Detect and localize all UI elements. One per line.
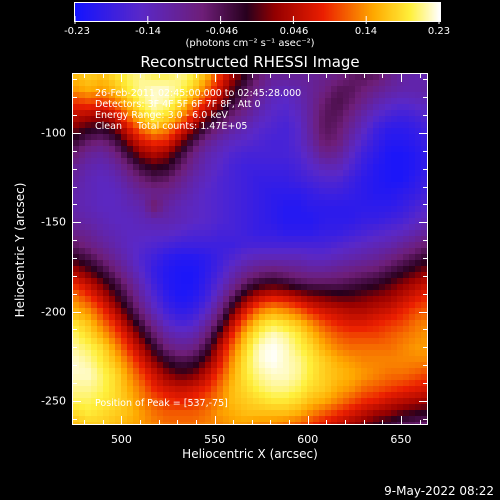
- annotation-block: 26-Feb-2011 02:45:00.000 to 02:45:28.000…: [95, 88, 301, 132]
- annotation-energy-range: Energy Range: 3.0 - 6.0 keV: [95, 110, 228, 121]
- plot-title: Reconstructed RHESSI Image: [140, 53, 360, 71]
- colorbar-units: (photons cm⁻² s⁻¹ asec⁻²): [185, 38, 315, 49]
- heatmap-image: [73, 74, 427, 424]
- colorbar-tick-label: -0.14: [135, 26, 161, 37]
- x-axis-label: Heliocentric X (arcsec): [182, 447, 318, 461]
- annotation-counts: Clean Total counts: 1.47E+05: [95, 121, 248, 132]
- annotation-detectors: Detectors: 3F 4F 5F 6F 7F 8F, Att 0: [95, 99, 261, 110]
- annotation-peak: Position of Peak = [537,-75]: [95, 398, 228, 409]
- x-tick-label: 550: [204, 433, 226, 446]
- y-tick-label: -100: [41, 126, 66, 140]
- colorbar-ticks: -0.23 -0.14 -0.046 0.046 0.14 0.23: [0, 26, 500, 38]
- y-tick-label: -250: [41, 394, 66, 408]
- date-stamp: 9-May-2022 08:22: [384, 484, 494, 498]
- plot-frame: [72, 73, 428, 425]
- colorbar-tick-label: -0.046: [205, 26, 239, 37]
- x-tick-label: 650: [390, 433, 412, 446]
- annotation-time-range: 26-Feb-2011 02:45:00.000 to 02:45:28.000: [95, 88, 302, 99]
- x-tick-label: 600: [297, 433, 319, 446]
- y-tick-label: -200: [41, 305, 66, 318]
- y-axis-label: Heliocentric Y (arcsec): [13, 182, 27, 318]
- y-tick-label: -150: [41, 215, 66, 229]
- colorbar-tick-label: -0.23: [64, 26, 90, 37]
- colorbar: [75, 3, 440, 21]
- colorbar-frame: [74, 2, 441, 24]
- colorbar-tick-label: 0.23: [427, 26, 451, 37]
- colorbar-tick-label: 0.046: [279, 26, 309, 37]
- x-tick-label: 500: [110, 433, 132, 446]
- colorbar-tick-label: 0.14: [354, 26, 378, 37]
